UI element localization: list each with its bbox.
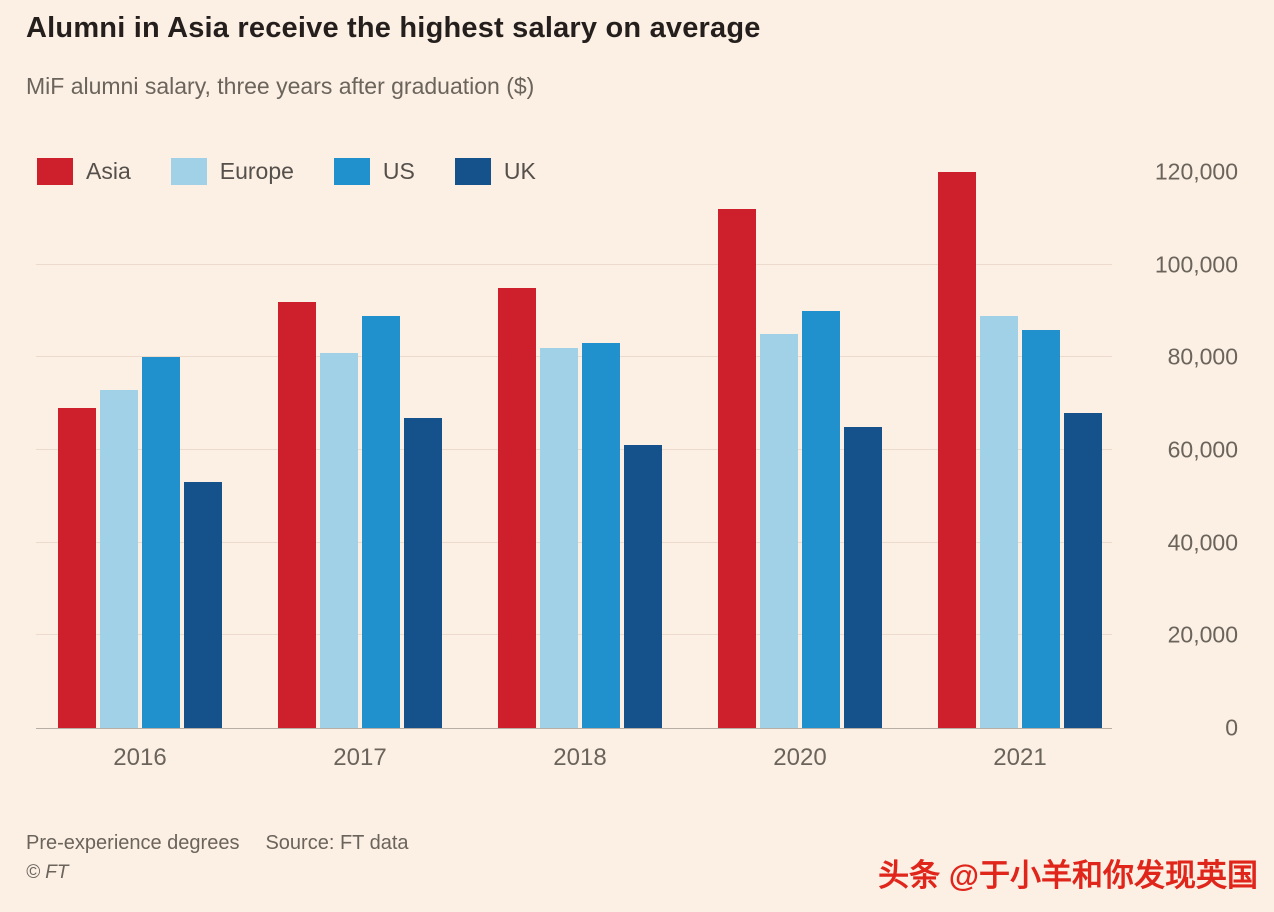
legend-item-europe: Europe — [170, 158, 294, 185]
footnote-source: Source: FT data — [265, 832, 409, 854]
bar-asia-2016 — [58, 408, 96, 728]
bar-uk-2018 — [624, 445, 662, 728]
bar-us-2020 — [802, 311, 840, 728]
legend-swatch-europe — [170, 158, 207, 185]
bar-uk-2020 — [844, 426, 882, 728]
bar-europe-2018 — [540, 348, 578, 728]
x-tick-label-2020: 2020 — [773, 744, 827, 771]
y-axis-labels: 120,000 100,000 80,000 60,000 40,000 20,000 0 — [1126, 159, 1238, 741]
bar-asia-2018 — [498, 287, 536, 728]
chart-subtitle: MiF alumni salary, three years after gra… — [26, 73, 535, 99]
legend-label-uk: UK — [503, 158, 536, 184]
legend: Asia Europe US UK — [37, 158, 536, 185]
y-tick-label-0: 0 — [1225, 714, 1238, 741]
legend-label-europe: Europe — [219, 158, 294, 184]
bar-europe-2016 — [100, 389, 138, 728]
bar-uk-2016 — [184, 482, 222, 728]
x-tick-label-2017: 2017 — [333, 744, 387, 771]
legend-swatch-us — [333, 158, 370, 185]
bar-uk-2017 — [404, 417, 442, 728]
footnote-degrees: Pre-experience degrees — [26, 832, 240, 854]
bar-asia-2021 — [938, 172, 976, 728]
y-tick-label-20000: 20,000 — [1167, 621, 1238, 648]
y-tick-label-40000: 40,000 — [1167, 529, 1238, 556]
bar-group-2018 — [498, 172, 662, 728]
bar-europe-2020 — [760, 334, 798, 728]
legend-label-asia: Asia — [86, 158, 131, 184]
legend-item-uk: UK — [454, 158, 536, 185]
x-axis-labels: 2016 2017 2018 2020 2021 — [36, 744, 1112, 778]
legend-item-us: US — [333, 158, 415, 185]
legend-swatch-asia — [37, 158, 73, 185]
y-tick-label-120000: 120,000 — [1154, 158, 1238, 185]
bar-uk-2021 — [1064, 412, 1102, 728]
x-tick-label-2016: 2016 — [113, 744, 167, 771]
bar-group-2017 — [278, 172, 442, 728]
y-tick-label-100000: 100,000 — [1154, 251, 1238, 278]
legend-item-asia: Asia — [37, 158, 131, 185]
legend-label-us: US — [382, 158, 415, 184]
bar-us-2016 — [142, 357, 180, 728]
bar-group-2020 — [718, 172, 882, 728]
gridline-100000 — [36, 263, 1112, 265]
x-tick-label-2021: 2021 — [993, 744, 1047, 771]
legend-swatch-uk — [454, 158, 491, 185]
x-tick-label-2018: 2018 — [553, 744, 607, 771]
bar-europe-2017 — [320, 352, 358, 728]
bar-us-2017 — [362, 315, 400, 728]
bar-asia-2017 — [278, 301, 316, 728]
y-tick-label-80000: 80,000 — [1167, 343, 1238, 370]
watermark: 头条 @于小羊和你发现英国 — [878, 858, 1258, 893]
bar-asia-2020 — [718, 209, 756, 728]
bar-group-2021 — [938, 172, 1102, 728]
bar-group-2016 — [58, 172, 222, 728]
bar-us-2021 — [1022, 329, 1060, 728]
chart-title: Alumni in Asia receive the highest salar… — [26, 12, 761, 44]
bar-europe-2021 — [980, 315, 1018, 728]
bar-us-2018 — [582, 343, 620, 728]
ft-copyright: © FT — [26, 862, 69, 883]
footnote: Pre-experience degrees Source: FT data — [26, 832, 409, 855]
y-tick-label-60000: 60,000 — [1167, 436, 1238, 463]
plot-area — [36, 172, 1112, 729]
